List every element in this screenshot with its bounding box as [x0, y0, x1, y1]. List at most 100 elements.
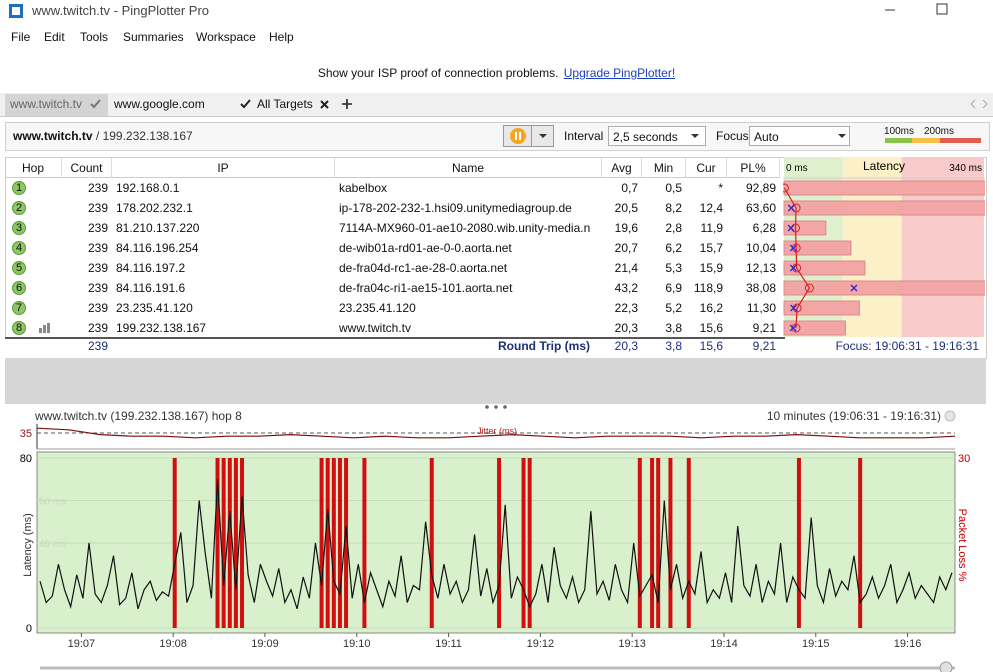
- app-icon-inner: [12, 7, 20, 15]
- cell: 63,60: [745, 201, 776, 215]
- splitter-dot: [503, 405, 507, 409]
- cell: 6,28: [752, 221, 776, 235]
- legend-bad: [940, 138, 981, 143]
- column-header[interactable]: Min: [642, 158, 686, 178]
- menu-item[interactable]: Workspace: [196, 30, 256, 44]
- hop-circle: 1: [12, 181, 26, 195]
- icon-bar: [39, 328, 42, 333]
- column-header[interactable]: Avg: [602, 158, 642, 178]
- interval-label: Interval: [564, 129, 604, 143]
- latency-graph: www.twitch.tv (199.232.138.167) hop 8 10 …: [20, 405, 970, 672]
- maximize-button[interactable]: [936, 3, 948, 15]
- cell: www.twitch.tv: [339, 321, 412, 335]
- menu-item[interactable]: Edit: [44, 30, 65, 44]
- cell: 2,8: [665, 221, 682, 235]
- tab-label[interactable]: All Targets: [257, 97, 313, 111]
- focus-select[interactable]: Auto: [749, 126, 850, 146]
- cell: 6,2: [665, 241, 682, 255]
- loss-bar: [337, 458, 342, 628]
- cell: 7114A-MX960-01-ae10-2080.wib.unity-media…: [339, 221, 591, 235]
- tab-label[interactable]: www.google.com: [114, 97, 205, 111]
- loss-bar: [783, 320, 846, 336]
- y2-axis-label: Packet Loss %: [956, 509, 968, 582]
- cur-marker: [789, 264, 797, 272]
- tab-label[interactable]: www.twitch.tv: [10, 97, 83, 111]
- cell: 239: [87, 241, 108, 255]
- column-header[interactable]: Hop: [5, 158, 62, 178]
- loss-bar: [668, 458, 673, 628]
- loss-bar: [796, 458, 801, 628]
- column-header[interactable]: Cur: [686, 158, 727, 178]
- splitter-dot: [494, 405, 498, 409]
- cell: 20,5: [614, 201, 638, 215]
- hop-circle: 3: [12, 221, 26, 235]
- target-host: www.twitch.tv: [13, 129, 93, 143]
- tab-active[interactable]: [5, 94, 108, 116]
- cell: 20,7: [614, 241, 638, 255]
- latency-legend: [885, 138, 981, 143]
- cell: kabelbox: [339, 181, 388, 195]
- x-tick-label: 19:08: [159, 638, 187, 650]
- column-header[interactable]: Name: [335, 158, 602, 178]
- cell: 5,3: [665, 261, 682, 275]
- loss-bar: [344, 458, 349, 628]
- cell: 199.232.138.167: [116, 321, 207, 335]
- summary-focus: Focus: 19:06:31 - 19:16:31: [835, 339, 979, 353]
- avg-marker: [783, 183, 789, 193]
- summary-pl: 9,21: [752, 339, 776, 353]
- column-header[interactable]: IP: [112, 158, 335, 178]
- summary-min: 3,8: [665, 339, 682, 353]
- pause-control: [503, 125, 554, 147]
- cell: 21,4: [614, 261, 638, 275]
- banner-text: Show your ISP proof of connection proble…: [317, 66, 559, 80]
- icon-bar: [43, 325, 46, 333]
- cell: 23.235.41.120: [116, 301, 193, 315]
- latency-min-label: 0 ms: [786, 163, 808, 174]
- cell: 239: [87, 181, 108, 195]
- legend-label: 200ms: [924, 126, 955, 137]
- title-bar: [9, 3, 948, 18]
- range-dropdown[interactable]: [944, 410, 956, 422]
- tab-scroll[interactable]: [970, 99, 988, 109]
- tab-icons: [90, 99, 988, 109]
- menu-item[interactable]: File: [11, 30, 31, 44]
- cur-marker: [789, 244, 797, 252]
- cell: 19,6: [614, 221, 638, 235]
- loss-bar: [319, 458, 324, 628]
- upgrade-link[interactable]: Upgrade PingPlotter!: [563, 66, 676, 80]
- cell: de-fra04d-rc1-ae-28-0.aorta.net: [339, 261, 508, 275]
- latency-line: [39, 479, 953, 610]
- cell: 239: [87, 301, 108, 315]
- x-tick-label: 19:12: [527, 638, 555, 650]
- menu-item[interactable]: Summaries: [123, 30, 184, 44]
- loss-bar: [783, 300, 860, 316]
- jitter-label: Jitter (ms): [477, 426, 517, 436]
- loss-bar: [783, 180, 985, 196]
- cell: 3,8: [665, 321, 682, 335]
- loss-bar: [783, 280, 985, 296]
- loss-bar: [650, 458, 655, 628]
- add-tab[interactable]: [342, 99, 352, 109]
- cell: 10,04: [745, 241, 776, 255]
- cell: 0,7: [621, 181, 638, 195]
- summary-avg: 20,3: [614, 339, 638, 353]
- focus-value: Auto: [754, 130, 779, 144]
- cell: 239: [87, 281, 108, 295]
- loss-bar: [783, 240, 852, 256]
- menu-item[interactable]: Tools: [80, 30, 109, 44]
- loss-bar: [172, 458, 177, 628]
- x-tick-label: 19:11: [435, 638, 462, 650]
- close-icon[interactable]: [320, 100, 329, 109]
- y-axis-label: Latency (ms): [22, 513, 34, 577]
- cell: ip-178-202-232-1.hsi09.unitymediagroup.d…: [339, 201, 572, 215]
- interval-select[interactable]: 2,5 seconds: [608, 126, 706, 146]
- menu-item[interactable]: Help: [269, 30, 294, 44]
- latency-header: Latency: [863, 159, 905, 173]
- scroll-thumb[interactable]: [939, 661, 953, 672]
- avg-marker: [804, 283, 814, 293]
- x-tick-label: 19:07: [68, 638, 96, 650]
- graph-icon[interactable]: [39, 321, 51, 333]
- column-header[interactable]: Count: [62, 158, 112, 178]
- cell: 23.235.41.120: [339, 301, 416, 315]
- column-header[interactable]: PL%: [727, 158, 780, 178]
